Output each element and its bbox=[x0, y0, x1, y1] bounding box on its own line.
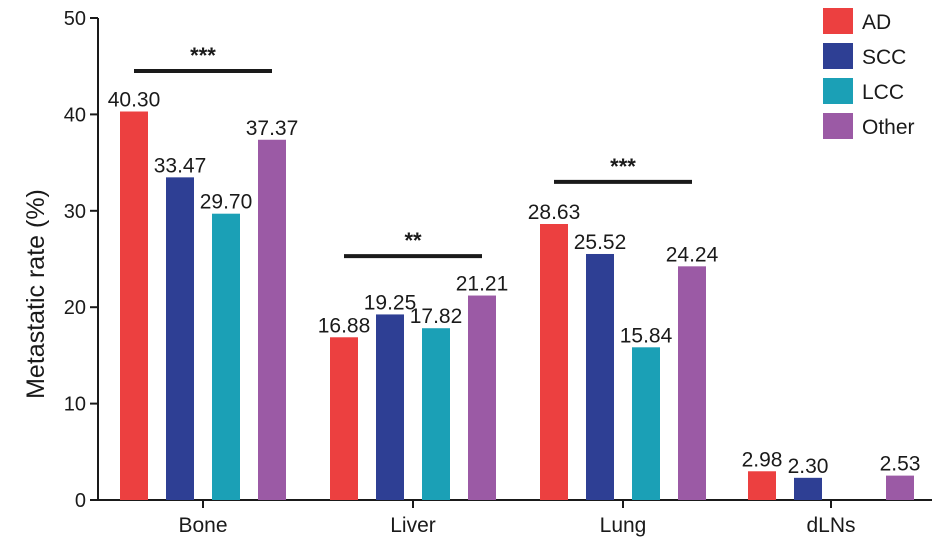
legend-swatch-other bbox=[823, 113, 853, 139]
bar-lcc-lung bbox=[632, 347, 660, 500]
y-tick-label: 50 bbox=[64, 8, 86, 30]
x-category-label: Lung bbox=[600, 514, 647, 537]
legend: AD SCC LCC Other bbox=[823, 8, 915, 139]
bar-lcc-bone bbox=[212, 213, 240, 500]
data-label: 29.70 bbox=[200, 191, 253, 214]
data-label: 25.52 bbox=[574, 231, 627, 254]
bar-other-liver bbox=[468, 295, 496, 500]
bar-ad-bone bbox=[120, 111, 148, 501]
data-label: 16.88 bbox=[318, 314, 371, 337]
x-category-label: dLNs bbox=[806, 514, 855, 537]
data-label: 24.24 bbox=[666, 243, 719, 266]
bar-ad-lung bbox=[540, 224, 568, 500]
x-category-label: Bone bbox=[178, 514, 227, 537]
bar-scc-liver bbox=[376, 314, 404, 500]
data-label: 17.82 bbox=[410, 305, 463, 328]
legend-label-ad: AD bbox=[862, 11, 891, 34]
data-label: 15.84 bbox=[620, 324, 673, 347]
data-label: 40.30 bbox=[108, 89, 161, 112]
bar-scc-lung bbox=[586, 253, 614, 500]
bar-scc-dlns bbox=[794, 477, 822, 500]
y-axis-title: Metastatic rate (%) bbox=[22, 189, 50, 399]
bars bbox=[120, 111, 914, 501]
y-tick-label: 40 bbox=[64, 104, 86, 126]
data-label: 19.25 bbox=[364, 291, 417, 314]
axes: 0 10 20 30 40 50 Bone Liver Lung dLNs bbox=[64, 8, 932, 537]
bar-ad-liver bbox=[330, 337, 358, 500]
legend-label-scc: SCC bbox=[862, 46, 906, 69]
legend-swatch-scc bbox=[823, 43, 853, 69]
data-label: 2.30 bbox=[788, 455, 829, 478]
bar-lcc-liver bbox=[422, 328, 450, 500]
bar-other-lung bbox=[678, 266, 706, 500]
y-tick-label: 10 bbox=[64, 394, 86, 416]
significance-stars: *** bbox=[190, 43, 216, 68]
y-tick-label: 0 bbox=[75, 490, 86, 512]
significance-stars: ** bbox=[404, 228, 422, 253]
data-label: 33.47 bbox=[154, 154, 207, 177]
bar-other-dlns bbox=[886, 475, 914, 500]
y-tick-label: 30 bbox=[64, 201, 86, 223]
data-label: 21.21 bbox=[456, 273, 509, 296]
bar-scc-bone bbox=[166, 177, 194, 501]
data-label: 2.98 bbox=[742, 448, 783, 471]
data-label: 28.63 bbox=[528, 201, 581, 224]
y-tick-label: 20 bbox=[64, 297, 86, 319]
legend-label-lcc: LCC bbox=[862, 81, 904, 104]
legend-swatch-lcc bbox=[823, 78, 853, 104]
bar-ad-dlns bbox=[748, 471, 776, 500]
legend-swatch-ad bbox=[823, 8, 853, 34]
data-label: 37.37 bbox=[246, 117, 299, 140]
significance-stars: *** bbox=[610, 154, 636, 179]
legend-label-other: Other bbox=[862, 116, 915, 139]
data-label: 2.53 bbox=[880, 453, 921, 476]
x-category-label: Liver bbox=[390, 514, 436, 537]
significance-markers: ******** bbox=[134, 43, 692, 259]
bar-other-bone bbox=[258, 139, 286, 500]
